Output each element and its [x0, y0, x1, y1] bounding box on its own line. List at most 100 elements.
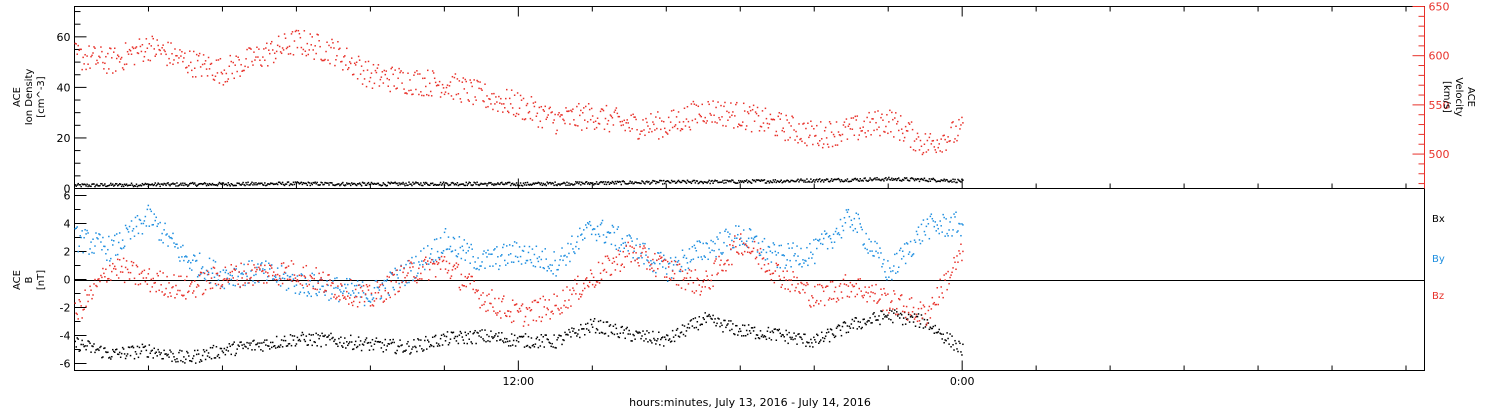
by-point: [516, 256, 519, 259]
by-point: [861, 228, 863, 231]
velocity-point: [175, 54, 177, 57]
by-point: [365, 297, 368, 299]
bx-point: [618, 336, 621, 339]
bz-point: [198, 274, 201, 277]
by-point: [761, 240, 764, 243]
by-point: [553, 251, 555, 253]
bx-point: [625, 327, 627, 330]
by-point: [369, 301, 372, 303]
bx-point: [138, 346, 141, 349]
by-point: [956, 231, 958, 233]
velocity-point: [896, 123, 898, 125]
bx-point: [100, 345, 102, 348]
velocity-point: [841, 133, 844, 136]
bz-point: [781, 283, 783, 286]
density-point: [649, 183, 651, 185]
bz-point: [208, 282, 211, 284]
bx-point: [828, 340, 831, 343]
density-point: [886, 179, 888, 181]
bz-point: [905, 305, 908, 308]
bx-point: [930, 327, 933, 330]
by-point: [173, 242, 175, 244]
bz-point: [165, 287, 167, 290]
density-point: [835, 178, 838, 181]
bz-point: [621, 263, 624, 265]
velocity-point: [871, 118, 873, 120]
velocity-point: [594, 120, 597, 123]
velocity-point: [834, 144, 837, 146]
velocity-point: [222, 84, 225, 86]
density-point: [169, 184, 171, 187]
velocity-point: [436, 84, 439, 86]
velocity-point: [904, 125, 907, 128]
bx-point: [584, 323, 587, 325]
by-point: [692, 258, 695, 260]
by-point: [375, 279, 378, 282]
density-point: [231, 183, 233, 186]
by-point: [773, 243, 776, 246]
velocity-point: [796, 135, 798, 138]
by-point: [917, 226, 920, 228]
bz-point: [734, 235, 736, 237]
bz-point: [522, 325, 525, 327]
bz-point: [868, 286, 870, 288]
bz-point: [891, 300, 893, 302]
bx-point: [850, 323, 853, 325]
density-point: [346, 182, 348, 184]
velocity-point: [808, 136, 810, 139]
density-point: [420, 182, 422, 184]
bx-point: [586, 322, 589, 325]
bz-point: [773, 281, 776, 284]
bz-point: [504, 312, 506, 314]
by-point: [770, 261, 773, 263]
velocity-point: [781, 129, 783, 132]
density-point: [683, 180, 686, 182]
by-point: [959, 223, 961, 225]
velocity-point: [852, 117, 855, 119]
density-point: [708, 179, 710, 182]
bx-point: [636, 331, 638, 333]
by-point: [529, 259, 532, 261]
by-point: [477, 257, 479, 259]
bx-point: [438, 345, 441, 347]
bz-point: [670, 260, 673, 263]
bz-point: [448, 262, 451, 265]
by-point: [271, 278, 274, 280]
density-point: [470, 184, 472, 186]
by-point: [941, 231, 943, 233]
velocity-point: [843, 121, 846, 123]
velocity-point: [277, 35, 280, 38]
density-point: [897, 177, 900, 179]
density-point: [397, 184, 399, 187]
density-point: [309, 184, 312, 187]
velocity-point: [178, 57, 180, 59]
density-point: [661, 179, 663, 182]
velocity-point: [608, 130, 611, 133]
density-point: [610, 182, 613, 184]
by-point: [668, 262, 671, 264]
by-point: [893, 265, 895, 267]
bz-point: [746, 251, 749, 253]
velocity-point: [831, 145, 834, 148]
bz-point: [265, 271, 267, 273]
by-point: [901, 250, 904, 252]
bz-point: [454, 267, 457, 270]
bz-point: [306, 285, 309, 287]
velocity-point: [456, 78, 459, 80]
bx-point: [551, 342, 553, 345]
bx-point: [753, 326, 756, 329]
density-point: [262, 183, 264, 186]
density-point: [599, 181, 602, 183]
by-point: [142, 222, 145, 225]
density-point: [857, 179, 860, 182]
density-point: [563, 181, 565, 184]
by-point: [878, 256, 880, 259]
bz-point: [155, 290, 157, 293]
bz-point: [839, 283, 842, 285]
density-point: [539, 183, 542, 186]
density-point: [775, 181, 778, 184]
bx-point: [624, 337, 626, 340]
density-point: [601, 181, 604, 184]
by-point: [488, 253, 490, 255]
velocity-point: [612, 124, 615, 126]
